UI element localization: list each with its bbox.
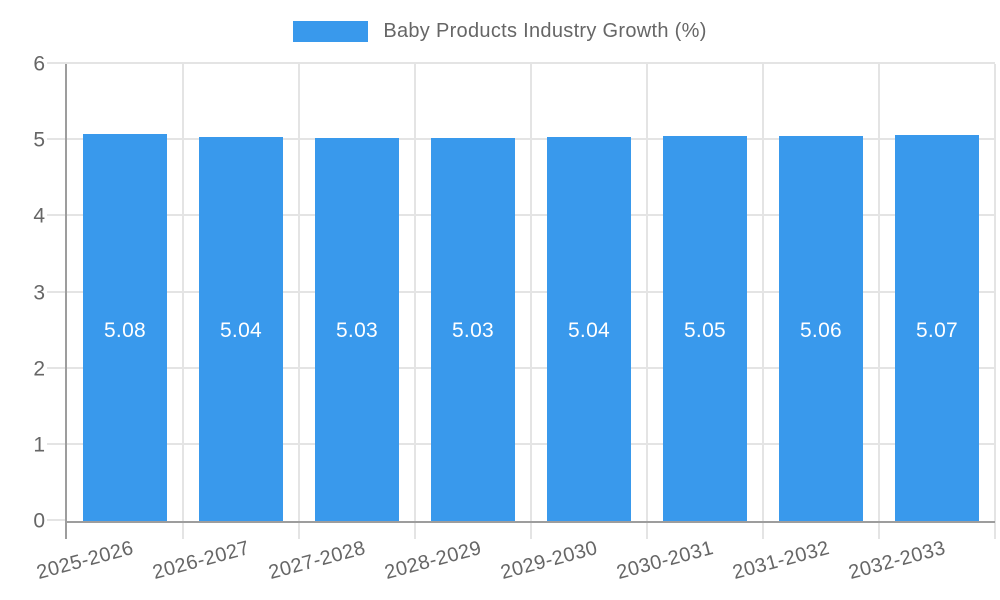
v-gridline [530,64,532,539]
bar [895,134,979,521]
v-gridline [414,64,416,539]
bar-value-label: 5.04 [567,319,611,342]
bar-cell: 5.04 [183,64,299,521]
x-axis-labels: 2025-2026 2026-2027 2027-2028 2028-2029 2029… [34,525,995,597]
v-gridline [182,64,184,539]
v-gridline [994,64,996,539]
h-gridline [47,290,995,293]
y-tick-label: 2 [33,357,45,381]
bar [315,137,399,521]
bar-value-label: 5.08 [103,319,147,342]
x-tick-label: 2025-2026 [34,537,136,584]
bar [431,137,515,521]
y-tick-label: 3 [33,281,45,304]
bar [199,137,283,521]
h-gridline [47,62,995,64]
y-tick-label: 1 [33,433,45,457]
bar [83,134,167,521]
legend-swatch [293,21,369,42]
h-gridline [47,138,995,141]
bar-cell: 5.03 [299,64,415,521]
legend-label: Baby Products Industry Growth (%) [383,20,707,42]
bar-cell: 5.04 [531,64,647,521]
grid-layer: 0 1 2 3 4 5 6 [33,54,996,539]
bar [547,137,631,521]
plot-area: 0 1 2 3 4 5 6 5.08 5.04 5.03 5.03 5.04 5.05 5.06 5.07… [33,54,996,584]
x-tick-label: 2026-2027 [150,537,252,584]
bar-cell: 5.08 [67,64,183,521]
x-tick-label: 2030-2031 [614,537,716,584]
bar-cell: 5.06 [763,64,879,521]
y-tick-label: 4 [33,204,45,228]
x-tick-label: 2029-2030 [498,537,600,584]
v-gridline [762,64,764,539]
x-tick-label: 2032-2033 [846,537,948,584]
bar-value-label: 5.03 [451,319,495,342]
x-tick-label: 2027-2028 [266,537,368,584]
bar-cell: 5.05 [647,64,763,521]
bar-value-label: 5.06 [799,319,843,342]
x-tick-label: 2028-2029 [382,537,484,584]
bar [779,135,863,521]
x-tick-label: 2031-2032 [730,537,832,584]
chart-legend-item[interactable]: Baby Products Industry Growth (%) [0,20,1000,43]
bars-layer: 5.08 5.04 5.03 5.03 5.04 5.05 5.06 5.07 [67,64,995,521]
y-tick-mark [47,519,65,521]
v-gridline [878,64,880,539]
y-tick-label: 0 [33,509,45,533]
y-axis-line [65,64,67,539]
bar-value-label: 5.04 [219,319,263,342]
bar [663,136,747,521]
v-gridline [298,64,300,539]
v-gridline [646,64,648,539]
h-gridline [47,366,995,369]
y-tick-label: 5 [33,128,45,152]
x-axis-line [65,521,995,523]
h-gridline [47,214,995,217]
bar-value-label: 5.03 [335,319,379,342]
bar-value-label: 5.07 [915,319,959,342]
y-tick-label: 6 [33,52,45,76]
bar-value-label: 5.05 [683,319,727,342]
bar-cell: 5.07 [879,64,995,521]
h-gridline [47,442,995,445]
bar-cell: 5.03 [415,64,531,521]
